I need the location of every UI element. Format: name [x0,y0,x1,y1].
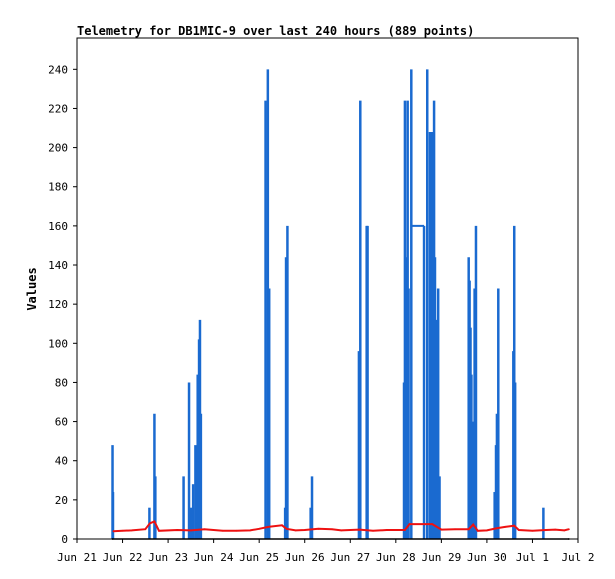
series-point [189,529,192,532]
y-tick-label: 240 [48,63,68,76]
series-point [249,529,251,532]
series-point [531,529,534,532]
series-point [153,520,156,523]
series-point [203,528,206,531]
x-tick-label: Jun 24 [194,551,234,564]
series-point [567,528,570,531]
series-point [258,527,261,530]
series-point [285,527,288,530]
x-tick-label: Jun 29 [421,551,461,564]
series-point [513,524,516,527]
series-point [358,528,361,531]
series-point [317,527,320,530]
y-tick-label: 120 [48,298,68,311]
series-point [372,529,374,532]
y-tick-label: 200 [48,142,68,155]
series-point [340,529,343,532]
y-tick-label: 160 [48,220,68,233]
y-tick-label: 20 [55,494,68,507]
series-point [112,530,115,533]
series-point [554,528,557,531]
series-point [467,528,470,531]
y-tick-label: 80 [55,376,68,389]
series-point [331,528,333,531]
series-point [404,529,406,531]
x-tick-label: Jun 27 [330,551,370,564]
series-point [472,523,475,526]
series-point [158,529,160,532]
x-tick-label: Jun 21 [57,551,97,564]
series-point [235,529,238,532]
series-point [545,529,548,531]
axes: 0 20 40 60 80 100 120 140 160 180 200 220 240 Jun 21 J… [48,37,595,564]
series-point [440,528,443,531]
series-point [454,528,456,531]
series-point [221,529,224,532]
series-point [495,527,497,530]
series-point [144,528,147,531]
y-tick-label: 180 [48,181,68,194]
y-tick-label: 140 [48,259,68,272]
series-point [408,523,411,526]
x-tick-label: Jun 26 [285,551,325,564]
series-point [517,529,520,531]
series-point [176,529,179,531]
series-point [294,529,297,532]
x-tick-label: Jul 1 [516,551,549,564]
series-point [121,529,124,532]
x-tick-label: Jun 22 [103,551,143,564]
series-point [148,522,151,525]
x-tick-label: Jun 23 [148,551,188,564]
series-point [431,523,434,526]
series-point [385,529,388,531]
series-point [563,529,566,532]
series-point [130,529,133,532]
series-point [267,525,270,528]
y-tick-label: 220 [48,102,68,115]
series-point [476,529,479,532]
series-point [486,529,488,532]
series-point [281,524,283,527]
y-axis-label: Values [25,267,39,310]
x-tick-label: Jul 2 [561,551,594,564]
series-point [504,525,507,528]
x-tick-label: Jun 28 [376,551,416,564]
y-tick-label: 40 [55,455,68,468]
plot-area [111,69,570,540]
plot-frame [76,37,579,540]
x-tick-label: Jun 25 [239,551,279,564]
y-tick-label: 0 [61,533,68,546]
y-tick-label: 100 [48,337,68,350]
x-tick-label: Jun 30 [467,551,507,564]
chart-title: Telemetry for DB1MIC-9 over last 240 hou… [77,24,474,38]
series-point [303,529,306,531]
y-tick-label: 60 [55,416,68,429]
